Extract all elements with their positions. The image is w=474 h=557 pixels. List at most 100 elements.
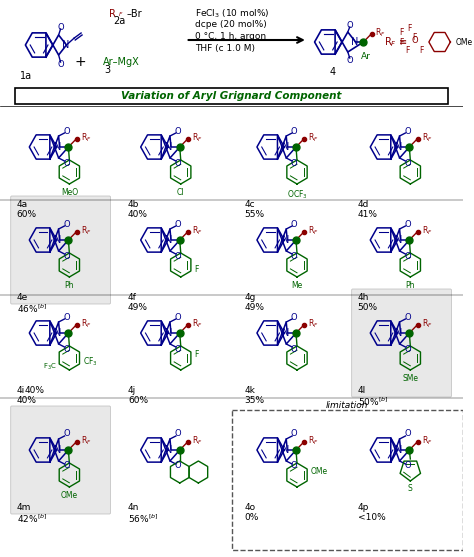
Text: SMe: SMe [402, 374, 419, 383]
Text: R$_F$: R$_F$ [81, 434, 91, 447]
Text: R$_F$: R$_F$ [81, 131, 91, 144]
Text: 55%: 55% [244, 210, 264, 219]
Text: S: S [408, 484, 413, 493]
Text: dcpe (20 mol%): dcpe (20 mol%) [195, 19, 267, 28]
Text: 40%: 40% [25, 386, 45, 395]
Text: $_F$: $_F$ [118, 9, 124, 18]
Text: N: N [282, 445, 289, 455]
Text: O: O [63, 126, 70, 135]
Text: 4m: 4m [17, 503, 31, 512]
Text: O: O [63, 429, 70, 438]
Text: O: O [57, 60, 64, 69]
Text: F: F [399, 27, 404, 37]
Text: 4o: 4o [244, 503, 255, 512]
Text: OMe: OMe [310, 467, 328, 476]
Text: N: N [165, 328, 173, 338]
Text: N: N [165, 445, 173, 455]
Text: OCF$_3$: OCF$_3$ [287, 188, 308, 201]
Text: 4k: 4k [244, 386, 255, 395]
Text: O: O [404, 219, 410, 228]
Text: F: F [405, 46, 410, 55]
Text: 60%: 60% [17, 210, 36, 219]
Text: O: O [404, 429, 410, 438]
Text: 4g: 4g [244, 293, 255, 302]
Text: O: O [404, 159, 410, 168]
Text: 4d: 4d [357, 200, 369, 209]
Text: R$_F$: R$_F$ [374, 26, 385, 39]
Text: 40%: 40% [17, 396, 36, 405]
Text: Cl: Cl [177, 188, 184, 197]
Text: O: O [346, 21, 353, 30]
Text: FeCl$_3$ (10 mol%): FeCl$_3$ (10 mol%) [195, 8, 270, 20]
Text: O: O [174, 462, 181, 471]
Text: 3: 3 [104, 65, 110, 75]
Text: 4a: 4a [17, 200, 28, 209]
Text: 40%: 40% [128, 210, 148, 219]
Text: R$_F$: R$_F$ [192, 434, 202, 447]
Text: F: F [412, 32, 417, 42]
Text: 4e: 4e [17, 293, 28, 302]
Text: R$_F$: R$_F$ [81, 317, 91, 330]
Text: R$_F$: R$_F$ [421, 224, 432, 237]
Text: N: N [62, 40, 69, 50]
Text: –Br: –Br [127, 9, 143, 19]
Text: 42%$^{[b]}$: 42%$^{[b]}$ [17, 513, 47, 525]
FancyBboxPatch shape [11, 196, 110, 304]
Text: THF (c 1.0 M): THF (c 1.0 M) [195, 43, 255, 52]
FancyBboxPatch shape [11, 406, 110, 514]
Text: O: O [404, 462, 410, 471]
Text: R$_F$: R$_F$ [81, 224, 91, 237]
Text: O: O [63, 252, 70, 261]
Text: +: + [74, 55, 86, 69]
Text: N: N [395, 328, 402, 338]
Text: O: O [291, 344, 297, 354]
Text: R$_F$: R$_F$ [308, 224, 319, 237]
Text: O: O [174, 312, 181, 321]
Text: O: O [291, 252, 297, 261]
Text: N: N [54, 235, 61, 245]
Text: N: N [282, 142, 289, 152]
Text: F: F [419, 46, 423, 55]
Text: 49%: 49% [244, 303, 264, 312]
Text: N: N [351, 37, 358, 47]
Text: R$_F$: R$_F$ [308, 317, 319, 330]
Text: 0%: 0% [244, 513, 259, 522]
Text: CF$_3$: CF$_3$ [83, 356, 98, 368]
Text: 4c: 4c [244, 200, 255, 209]
Text: N: N [54, 445, 61, 455]
Text: O: O [174, 159, 181, 168]
Text: F$_3$C: F$_3$C [43, 362, 57, 372]
Text: 4p: 4p [357, 503, 369, 512]
Text: 4f: 4f [128, 293, 137, 302]
Text: 4i: 4i [17, 386, 25, 395]
Text: N: N [54, 142, 61, 152]
Text: Ph: Ph [64, 281, 74, 290]
Text: limitation: limitation [326, 402, 368, 411]
Text: O: O [346, 56, 353, 65]
Text: OMe: OMe [61, 491, 78, 500]
FancyBboxPatch shape [352, 289, 451, 397]
Text: R$_F$: R$_F$ [308, 131, 319, 144]
Text: 4: 4 [329, 67, 335, 77]
Text: O: O [63, 312, 70, 321]
Text: O: O [174, 344, 181, 354]
Text: OMe: OMe [455, 37, 473, 46]
Text: O: O [174, 126, 181, 135]
Text: Ph: Ph [406, 281, 415, 290]
Text: O: O [412, 36, 419, 45]
Text: O: O [57, 22, 64, 32]
Text: <10%: <10% [357, 513, 385, 522]
Text: O: O [291, 159, 297, 168]
Text: R$_F$: R$_F$ [192, 317, 202, 330]
Text: O: O [404, 312, 410, 321]
Text: Ar–MgX: Ar–MgX [102, 57, 139, 67]
Text: F: F [399, 37, 404, 46]
Text: R: R [109, 9, 116, 19]
Text: O: O [404, 344, 410, 354]
Text: 0 °C, 1 h, argon: 0 °C, 1 h, argon [195, 32, 266, 41]
Text: O: O [404, 252, 410, 261]
Text: Ar: Ar [360, 51, 370, 61]
Text: O: O [63, 462, 70, 471]
Text: 41%: 41% [357, 210, 378, 219]
Text: F: F [194, 265, 199, 273]
